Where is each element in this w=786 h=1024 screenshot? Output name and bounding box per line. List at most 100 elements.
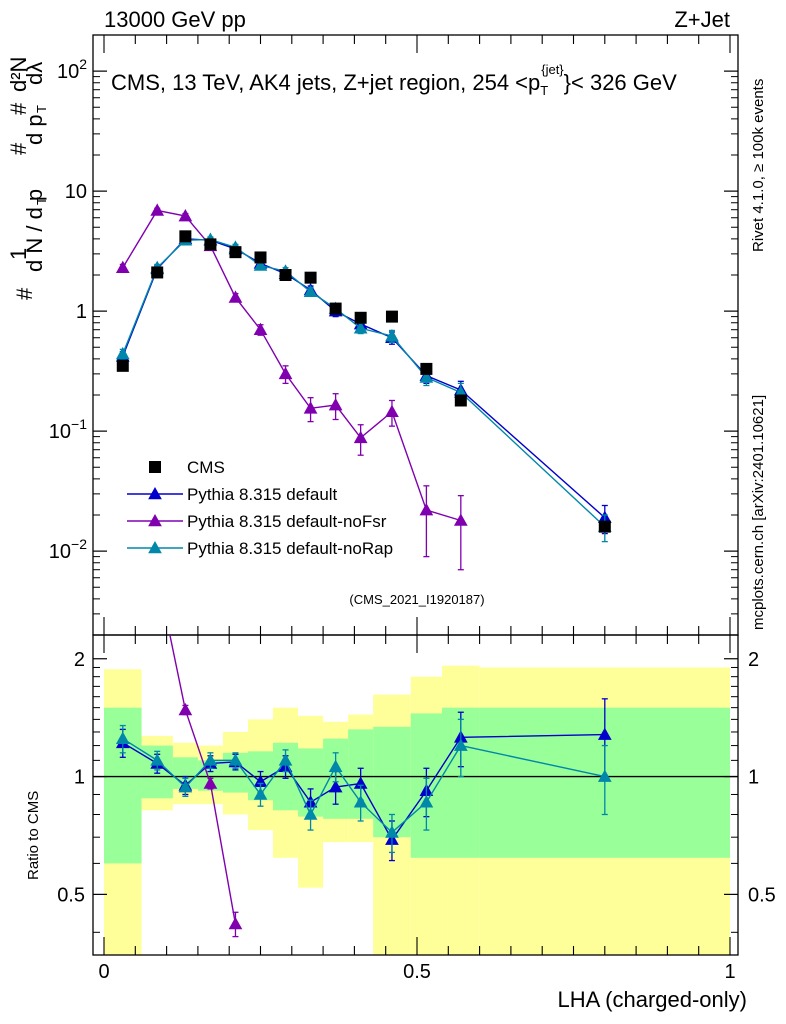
legend-marker — [149, 461, 161, 473]
cms-data-point — [254, 251, 267, 264]
legend-label: Pythia 8.315 default-noFsr — [187, 512, 387, 531]
ratio-point — [203, 753, 218, 766]
ratio-point — [115, 731, 130, 744]
legend-marker — [148, 513, 162, 527]
cms-data-point — [420, 362, 433, 375]
cms-data-point — [385, 310, 398, 323]
ratio-y-axis-label: Ratio to CMS — [25, 791, 42, 880]
main-y-tick-exponent: −1 — [71, 416, 87, 432]
main-y-tick-label: 102 — [57, 56, 87, 83]
data-point — [328, 397, 343, 411]
ratio-panel-series — [115, 450, 612, 938]
ratio-point — [328, 759, 343, 772]
data-point — [253, 322, 268, 336]
data-point — [385, 404, 399, 418]
data-point — [353, 321, 368, 334]
ratio-point — [253, 787, 268, 800]
x-tick-label: 0 — [98, 961, 109, 983]
ratio-point — [385, 825, 399, 838]
legend: CMS Pythia 8.315 default Pythia 8.315 defa… — [127, 458, 393, 558]
ratio-point — [151, 568, 163, 579]
legend-label: Pythia 8.315 default — [187, 485, 338, 504]
ratio-pythia-8-315-default-nofsr — [117, 450, 243, 938]
data-point — [115, 346, 130, 360]
main-y-tick-base: 10 — [65, 181, 87, 203]
cms-data-point — [329, 302, 342, 315]
main-panel-series — [115, 203, 612, 571]
data-point — [385, 329, 399, 342]
ylabel-denominator: d N / d p — [22, 189, 47, 272]
plot-title: CMS, 13 TeV, AK4 jets, Z+jet region, 254… — [111, 62, 677, 98]
final-state-label: Z+Jet — [674, 7, 730, 32]
ratio-panel-frame: 0 0.5 1 0.5 0.5 1 1 2 2 — [57, 634, 776, 983]
ratio-y-tick-label-right: 2 — [748, 649, 759, 671]
series-line — [122, 238, 606, 528]
series-cms — [116, 230, 611, 533]
ratio-point — [453, 738, 468, 751]
ylabel-one: 1 — [6, 248, 31, 260]
data-point — [278, 366, 293, 380]
data-point — [419, 503, 434, 516]
main-y-tick-base: 1 — [76, 301, 87, 323]
x-tick-label: 1 — [724, 961, 735, 983]
data-point — [228, 290, 243, 303]
ratio-point — [597, 769, 612, 782]
ratio-y-tick-label-right: 0.5 — [748, 884, 776, 906]
legend-item: CMS — [149, 458, 225, 477]
cms-data-point — [204, 238, 217, 251]
data-point — [303, 284, 318, 298]
main-y-tick-label: 10 — [65, 181, 87, 203]
data-point — [178, 209, 193, 222]
ylabel-hash-1: # — [12, 287, 37, 300]
ratio-point — [178, 702, 193, 716]
data-point — [303, 401, 318, 414]
legend-label: Pythia 8.315 default-noRap — [187, 539, 393, 558]
ratio-point — [228, 753, 243, 766]
legend-item: Pythia 8.315 default-noFsr — [127, 512, 387, 531]
ratio-uncertainty-bands — [104, 665, 730, 955]
ratio-point — [353, 795, 368, 808]
process-label: 13000 GeV pp — [104, 7, 246, 32]
data-point — [115, 260, 130, 274]
ylabel-d2n: d²N — [6, 57, 31, 92]
data-point — [453, 513, 468, 526]
analysis-id: (CMS_2021_I1920187) — [349, 592, 484, 607]
ylabel-hash-3: # — [6, 102, 31, 115]
title-main: CMS, 13 TeV, AK4 jets, Z+jet region, 254… — [111, 70, 540, 95]
main-y-tick-label: 10−1 — [49, 416, 87, 443]
data-point — [253, 258, 268, 271]
series-line — [122, 209, 462, 522]
legend-item: Pythia 8.315 default-noRap — [127, 539, 393, 558]
cms-data-point — [354, 311, 367, 324]
cms-data-point — [598, 520, 611, 533]
main-y-tick-exponent: 2 — [79, 56, 87, 72]
ratio-point — [150, 753, 165, 766]
ylabel-hash-2: # — [6, 142, 31, 155]
cms-data-point — [304, 271, 317, 284]
cms-data-point — [116, 359, 129, 372]
ratio-point — [117, 450, 129, 461]
main-y-tick-label: 10−2 — [49, 536, 87, 563]
ratio-y-tick-label: 2 — [74, 649, 85, 671]
title-sub: T — [540, 83, 548, 98]
data-point — [419, 370, 434, 383]
ratio-y-tick-label: 0.5 — [57, 884, 85, 906]
x-tick-label: 0.5 — [403, 961, 431, 983]
legend-label: CMS — [187, 458, 225, 477]
ratio-point — [178, 780, 193, 793]
ratio-point — [597, 727, 612, 740]
data-point — [150, 203, 165, 216]
legend-marker — [148, 540, 162, 554]
main-y-tick-base: 10 — [49, 421, 71, 443]
ylabel-dp: d p — [22, 114, 47, 145]
ratio-point — [419, 795, 434, 808]
ratio-axes-box — [92, 634, 739, 956]
ratio-point — [228, 916, 243, 930]
cms-data-point — [229, 246, 242, 259]
main-y-axis-label: # 1 d N / d p T # d p T d²N # dλ — [6, 57, 49, 300]
ylabel-sub-t2: T — [34, 105, 49, 113]
ratio-point — [328, 780, 343, 793]
ratio-y-tick-label-right: 1 — [748, 767, 759, 789]
